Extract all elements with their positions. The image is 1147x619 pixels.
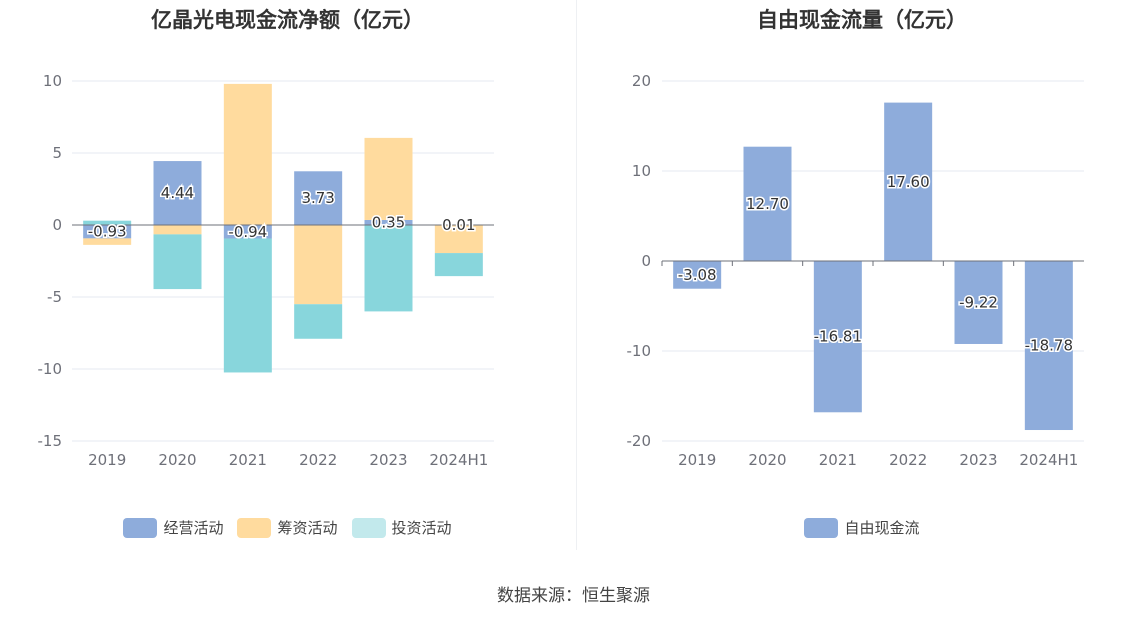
x-tick-label: 2021 bbox=[819, 451, 857, 469]
free-cash-flow-plot: 20 10 0 -10 -20 2019 2020 2021 2022 2023 2024H1 -3.… bbox=[627, 72, 1084, 469]
legend-label: 投资活动 bbox=[391, 519, 452, 537]
bar-1 bbox=[364, 219, 413, 225]
y-tick-label: -5 bbox=[47, 288, 62, 306]
data-label: -18.78 bbox=[1025, 337, 1073, 355]
legend-swatch bbox=[123, 517, 158, 538]
y-tick-label: -10 bbox=[627, 342, 652, 360]
legend-label: 自由现金流 bbox=[844, 519, 920, 537]
bar-1 bbox=[743, 146, 792, 261]
y-tick-label: -15 bbox=[38, 432, 63, 450]
y-tick-label: 20 bbox=[632, 72, 651, 90]
net-cash-flow-plot: 10 5 0 -5 -10 -15 2019 2020 2021 2022 2023 2024H1 -0… bbox=[38, 72, 494, 469]
x-tick-label: 2019 bbox=[88, 451, 126, 469]
x-tick-label: 2024H1 bbox=[429, 451, 488, 469]
bar-1 bbox=[294, 171, 343, 225]
legend-label: 经营活动 bbox=[163, 519, 224, 537]
data-label: 0.35 bbox=[372, 213, 405, 231]
y-tick-label: 0 bbox=[641, 252, 651, 270]
bar-2 bbox=[294, 225, 343, 305]
data-label: 12.70 bbox=[746, 195, 789, 213]
bar-1 bbox=[223, 225, 272, 239]
y-tick-label: 10 bbox=[632, 162, 651, 180]
legend-item[interactable]: 投资活动 bbox=[351, 517, 452, 538]
bar-1 bbox=[1024, 261, 1073, 431]
legend: 自由现金流 bbox=[577, 517, 1147, 538]
bar-1 bbox=[954, 261, 1003, 344]
bar-3 bbox=[364, 225, 413, 312]
bar-1 bbox=[153, 161, 202, 225]
chart-title: 亿晶光电现金流净额（亿元） bbox=[151, 8, 424, 32]
bar-1 bbox=[884, 102, 933, 261]
x-tick-label: 2019 bbox=[678, 451, 716, 469]
bar-2 bbox=[153, 225, 202, 235]
bar-2 bbox=[83, 238, 132, 245]
chart-title: 自由现金流量（亿元） bbox=[757, 8, 967, 32]
legend-swatch bbox=[237, 517, 272, 538]
x-tick-label: 2022 bbox=[299, 451, 337, 469]
bar-1 bbox=[673, 261, 722, 289]
bar-2 bbox=[364, 137, 413, 220]
legend: 经营活动 筹资活动 投资活动 bbox=[0, 517, 575, 538]
bar-2 bbox=[223, 83, 272, 225]
data-label: -0.94 bbox=[228, 223, 267, 241]
legend-item[interactable]: 自由现金流 bbox=[804, 517, 920, 538]
bar-1 bbox=[83, 225, 132, 239]
data-label: 0.01 bbox=[442, 216, 475, 234]
x-tick-label: 2020 bbox=[158, 451, 196, 469]
legend-swatch bbox=[351, 517, 386, 538]
bar-3 bbox=[434, 253, 483, 277]
x-tick-label: 2022 bbox=[889, 451, 927, 469]
data-label: -9.22 bbox=[959, 293, 998, 311]
bar-3 bbox=[223, 238, 272, 373]
data-label: 17.60 bbox=[887, 173, 930, 191]
legend-item[interactable]: 筹资活动 bbox=[237, 517, 338, 538]
legend-item[interactable]: 经营活动 bbox=[123, 517, 223, 538]
data-source-note: 数据来源：恒生聚源 bbox=[497, 586, 650, 606]
data-label: -16.81 bbox=[814, 328, 862, 346]
data-label: 3.73 bbox=[301, 189, 334, 207]
bar-3 bbox=[294, 304, 343, 339]
x-tick-label: 2023 bbox=[959, 451, 997, 469]
legend-swatch bbox=[804, 517, 839, 538]
bar-3 bbox=[153, 234, 202, 290]
data-label: -3.08 bbox=[678, 266, 717, 284]
y-tick-label: 10 bbox=[43, 72, 62, 90]
bar-1 bbox=[813, 261, 862, 413]
free-cash-flow-chart: 自由现金流量（亿元） 20 10 0 -10 -20 2019 2020 2021 2022 20… bbox=[577, 0, 1147, 560]
bar-3 bbox=[83, 220, 132, 225]
legend-label: 筹资活动 bbox=[277, 519, 338, 537]
y-tick-label: 0 bbox=[52, 216, 62, 234]
x-tick-label: 2024H1 bbox=[1019, 451, 1078, 469]
x-tick-label: 2021 bbox=[229, 451, 267, 469]
bar-2 bbox=[434, 225, 483, 254]
y-tick-label: -20 bbox=[627, 432, 652, 450]
x-tick-label: 2023 bbox=[369, 451, 407, 469]
net-cash-flow-chart: 亿晶光电现金流净额（亿元） 10 5 0 -5 -10 -15 2019 2020 2021 20… bbox=[0, 0, 575, 560]
data-label: 4.44 bbox=[161, 184, 194, 202]
y-tick-label: -10 bbox=[38, 360, 63, 378]
y-tick-label: 5 bbox=[52, 144, 62, 162]
x-tick-label: 2020 bbox=[748, 451, 786, 469]
panel-divider bbox=[576, 0, 577, 550]
data-label: -0.93 bbox=[88, 223, 127, 241]
